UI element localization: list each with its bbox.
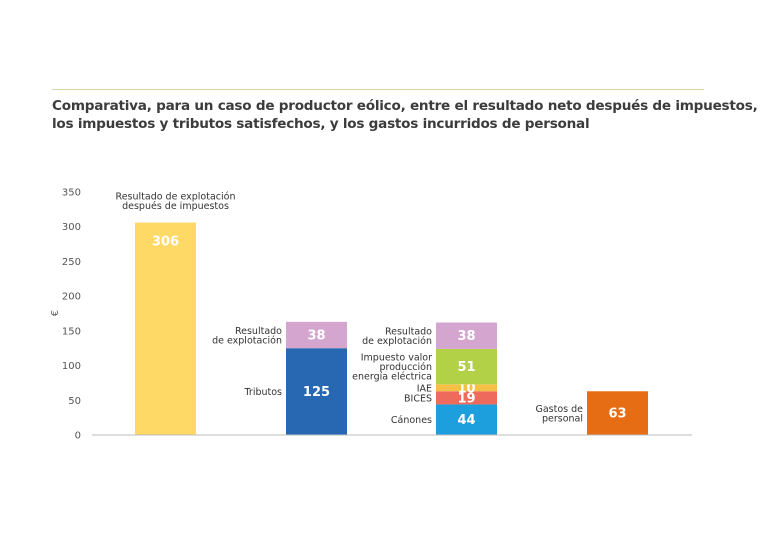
data-label: 306 [152, 235, 179, 250]
bar-segment-impuesto-valor-produccion-energia-electrica [436, 348, 497, 385]
segment-label: IAE [417, 383, 432, 394]
data-label: 44 [457, 413, 475, 428]
segment-label: Resultado [235, 326, 282, 337]
segment-label: Impuesto valor [361, 353, 432, 364]
segment-label: después de impuestos [122, 201, 229, 212]
y-tick-label: 250 [62, 257, 81, 268]
segment-label: de explotación [362, 336, 432, 347]
chart-title-line-2: los impuestos y tributos satisfechos, y … [52, 116, 590, 132]
segment-label: Resultado [385, 326, 432, 337]
y-tick-label: 350 [62, 188, 81, 199]
segment-label: energía eléctrica [352, 372, 432, 383]
data-label: 38 [457, 329, 475, 344]
segment-label: BICES [404, 393, 432, 404]
data-label: 51 [457, 360, 475, 375]
y-tick-label: 100 [62, 361, 81, 372]
data-label: 63 [608, 407, 626, 422]
y-axis-label: € [50, 310, 61, 316]
segment-label: producción [379, 362, 432, 373]
chart-title-line-1: Comparativa, para un caso de productor e… [52, 98, 758, 114]
y-tick-label: 150 [62, 326, 81, 337]
segment-label: Tributos [244, 387, 283, 398]
bar-segment-canones [436, 404, 497, 435]
bar-segment-bices [436, 391, 497, 405]
title-rule [52, 89, 704, 90]
bar-segment-tributos [286, 348, 347, 435]
data-label: 10 [457, 381, 475, 396]
bar-segment-resultado-de-explotacion [436, 322, 497, 349]
segment-label: Cánones [391, 415, 432, 426]
bar-segment-resultado-de-explotacion [286, 321, 347, 349]
segment-label: personal [542, 413, 583, 424]
bar-segment-resultado-de-explotacion-despues-de-impuestos [135, 222, 196, 435]
segment-label: de explotación [212, 335, 282, 346]
y-tick-label: 300 [62, 222, 81, 233]
y-tick-label: 50 [68, 396, 81, 407]
data-label: 38 [307, 329, 325, 344]
bar-segment-iae [436, 384, 497, 392]
segment-label: Resultado de explotación [116, 192, 236, 203]
y-tick-label: 200 [62, 292, 81, 303]
y-tick-label: 0 [75, 431, 81, 442]
bar-segment-gastos-de-personal [587, 391, 648, 435]
segment-label: Gastos de [535, 404, 583, 415]
data-label: 19 [457, 391, 475, 406]
data-label: 125 [303, 385, 330, 400]
chart-title: Comparativa, para un caso de productor e… [52, 97, 758, 133]
